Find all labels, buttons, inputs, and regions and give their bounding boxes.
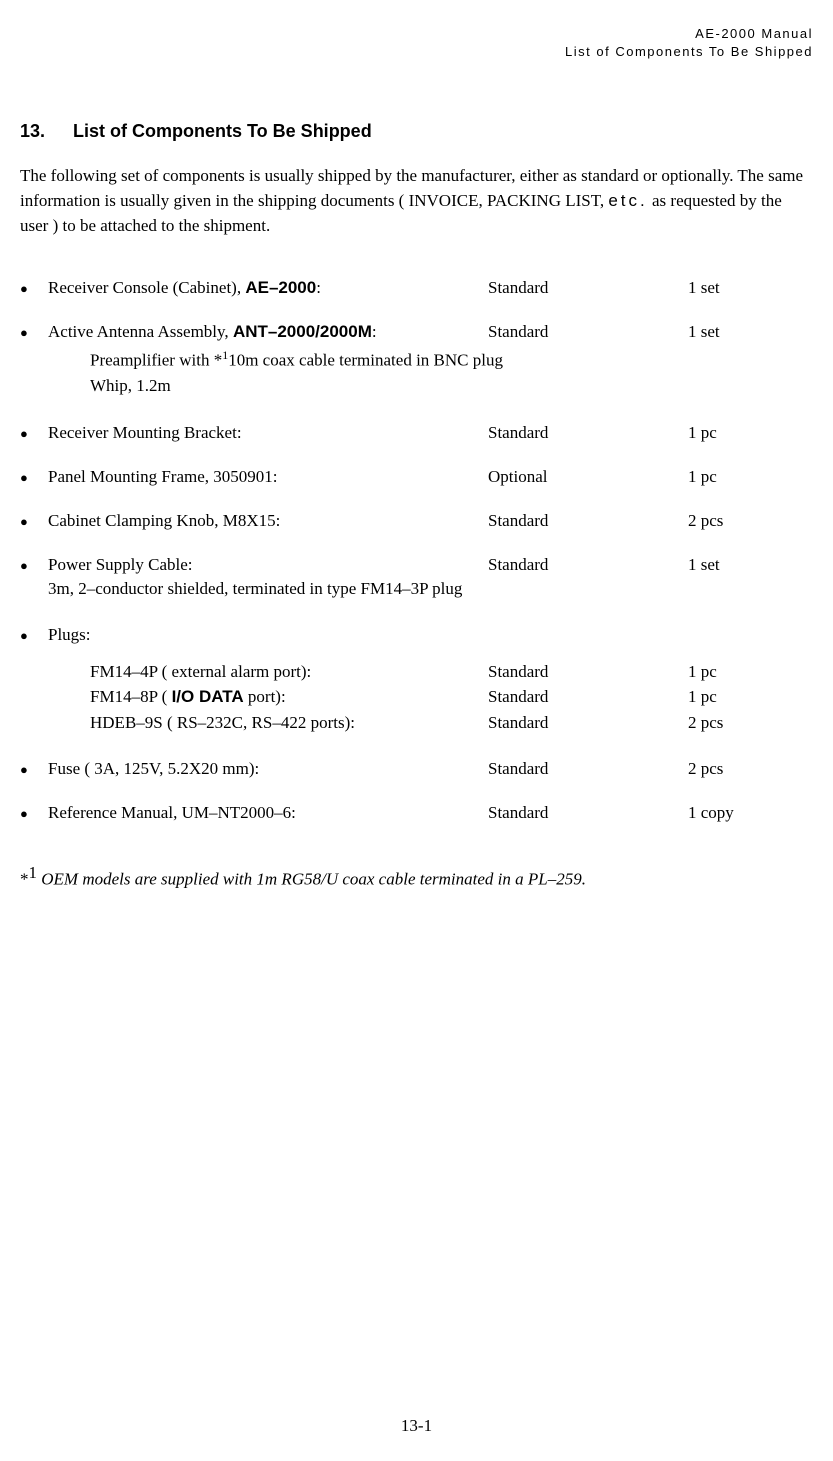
item-qty: 1 set bbox=[688, 322, 720, 342]
item-qty: 1 copy bbox=[688, 803, 734, 823]
item-status: Standard bbox=[488, 511, 688, 531]
item-name: Receiver Mounting Bracket: bbox=[48, 423, 488, 443]
item-manual: ● Reference Manual, UM–NT2000–6: Standar… bbox=[20, 803, 813, 823]
plug-list: FM14–4P ( external alarm port): Standard… bbox=[90, 659, 813, 736]
plug-row: FM14–4P ( external alarm port): Standard… bbox=[90, 659, 813, 685]
item-qty: 1 pc bbox=[688, 467, 717, 487]
item-status: Optional bbox=[488, 467, 688, 487]
item-subline: 3m, 2–conductor shielded, terminated in … bbox=[48, 577, 813, 601]
bullet-icon: ● bbox=[20, 555, 48, 574]
section-title: 13. List of Components To Be Shipped bbox=[20, 121, 813, 142]
item-status: Standard bbox=[488, 278, 688, 298]
bullet-icon: ● bbox=[20, 625, 48, 644]
section-number: 13. bbox=[20, 121, 45, 142]
item-antenna: ● Active Antenna Assembly, ANT–2000/2000… bbox=[20, 322, 813, 399]
item-plugs: ● Plugs: FM14–4P ( external alarm port):… bbox=[20, 625, 813, 736]
item-name: Cabinet Clamping Knob, M8X15: bbox=[48, 511, 488, 531]
item-frame: ● Panel Mounting Frame, 3050901: Optiona… bbox=[20, 467, 813, 487]
item-name: Receiver Console (Cabinet), AE–2000: bbox=[48, 278, 488, 298]
item-status: Standard bbox=[488, 322, 688, 342]
item-bracket: ● Receiver Mounting Bracket: Standard 1 … bbox=[20, 423, 813, 443]
bullet-icon: ● bbox=[20, 322, 48, 341]
item-status: Standard bbox=[488, 555, 688, 575]
item-status: Standard bbox=[488, 803, 688, 823]
bullet-icon: ● bbox=[20, 511, 48, 530]
item-name: Panel Mounting Frame, 3050901: bbox=[48, 467, 488, 487]
item-sublines: Preamplifier with *110m coax cable termi… bbox=[90, 346, 813, 399]
bullet-icon: ● bbox=[20, 423, 48, 442]
item-knob: ● Cabinet Clamping Knob, M8X15: Standard… bbox=[20, 511, 813, 531]
item-fuse: ● Fuse ( 3A, 125V, 5.2X20 mm): Standard … bbox=[20, 759, 813, 779]
item-qty: 1 pc bbox=[688, 423, 717, 443]
plug-row: FM14–8P ( I/O DATA port): Standard 1 pc bbox=[90, 684, 813, 710]
item-qty: 1 set bbox=[688, 278, 720, 298]
item-status: Standard bbox=[488, 759, 688, 779]
plug-row: HDEB–9S ( RS–232C, RS–422 ports): Standa… bbox=[90, 710, 813, 736]
item-status: Standard bbox=[488, 423, 688, 443]
item-name: Active Antenna Assembly, ANT–2000/2000M: bbox=[48, 322, 488, 342]
item-qty: 1 set bbox=[688, 555, 720, 575]
bullet-icon: ● bbox=[20, 467, 48, 486]
page-header: AE-2000 Manual List of Components To Be … bbox=[20, 25, 813, 61]
footnote: *1 OEM models are supplied with 1m RG58/… bbox=[20, 863, 813, 890]
item-name: Power Supply Cable: bbox=[48, 555, 488, 575]
item-qty: 2 pcs bbox=[688, 511, 723, 531]
item-receiver-console: ● Receiver Console (Cabinet), AE–2000: S… bbox=[20, 278, 813, 298]
header-line2: List of Components To Be Shipped bbox=[20, 43, 813, 61]
section-title-text: List of Components To Be Shipped bbox=[73, 121, 372, 141]
header-line1: AE-2000 Manual bbox=[20, 25, 813, 43]
bullet-icon: ● bbox=[20, 803, 48, 822]
item-qty: 2 pcs bbox=[688, 759, 723, 779]
bullet-icon: ● bbox=[20, 278, 48, 297]
item-power-cable: ● Power Supply Cable: Standard 1 set 3m,… bbox=[20, 555, 813, 601]
bullet-icon: ● bbox=[20, 759, 48, 778]
component-list: ● Receiver Console (Cabinet), AE–2000: S… bbox=[20, 278, 813, 823]
item-name: Plugs: bbox=[48, 625, 488, 645]
item-name: Fuse ( 3A, 125V, 5.2X20 mm): bbox=[48, 759, 488, 779]
page-number: 13-1 bbox=[0, 1416, 833, 1436]
item-name: Reference Manual, UM–NT2000–6: bbox=[48, 803, 488, 823]
intro-paragraph: The following set of components is usual… bbox=[20, 164, 813, 238]
